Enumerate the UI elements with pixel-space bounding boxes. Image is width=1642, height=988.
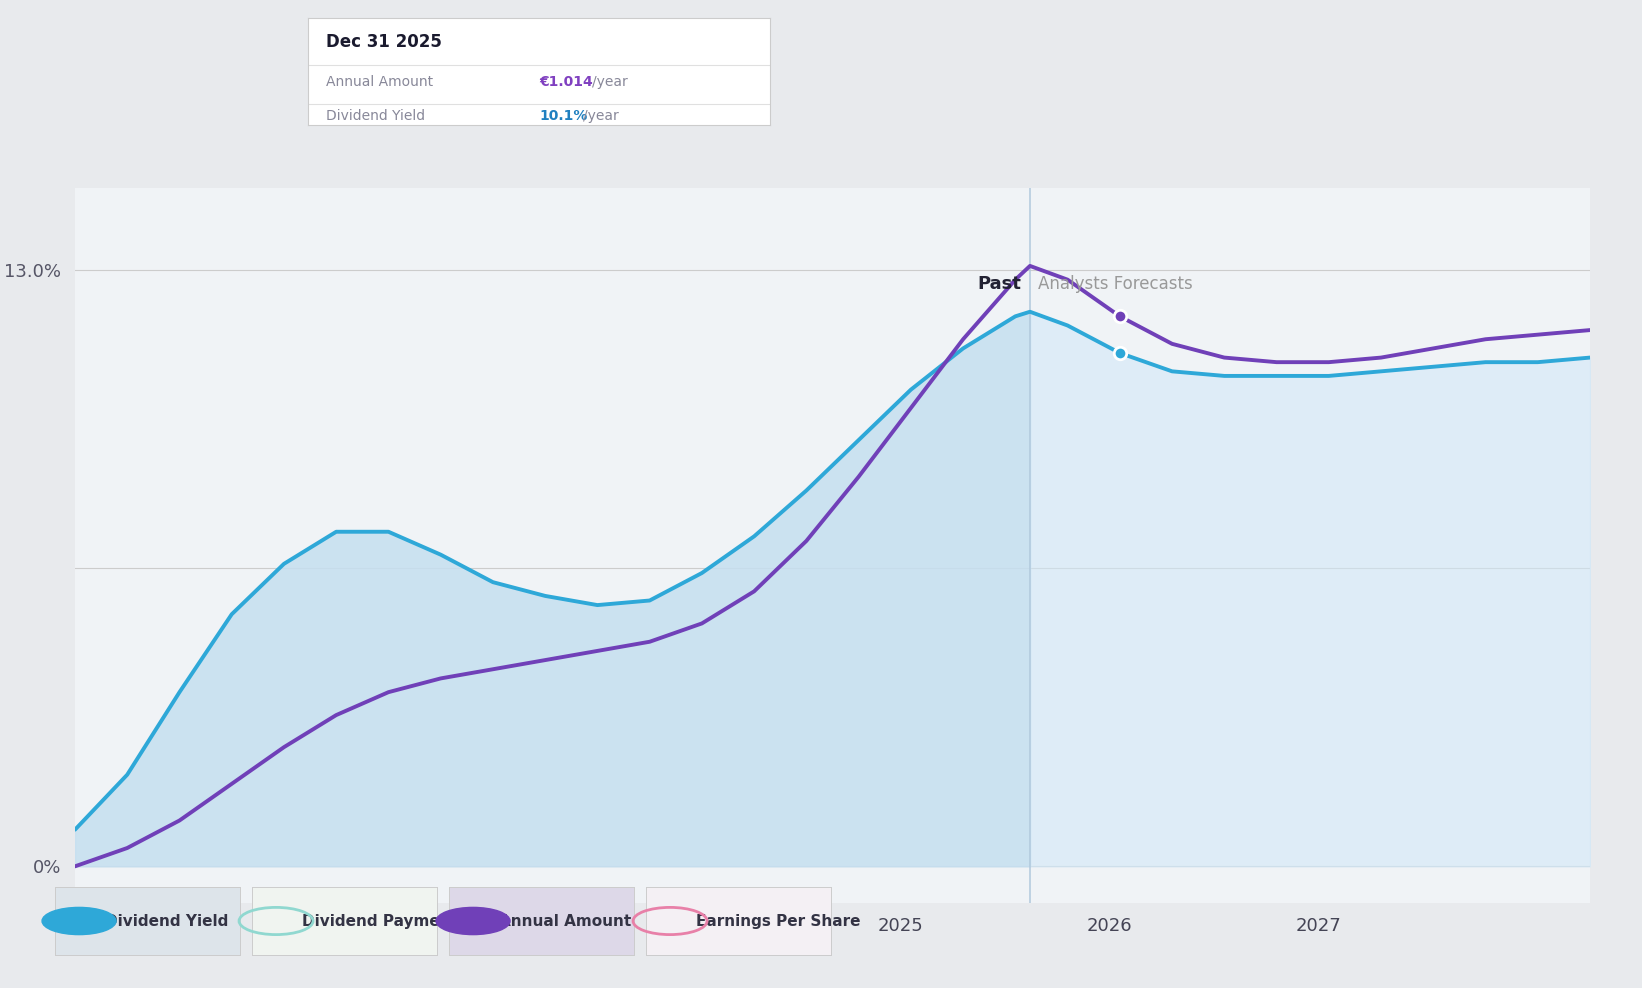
Text: Past: Past xyxy=(977,276,1021,293)
Text: Analysts Forecasts: Analysts Forecasts xyxy=(1038,276,1194,293)
Text: Dividend Yield: Dividend Yield xyxy=(105,914,228,929)
Text: Annual Amount: Annual Amount xyxy=(499,914,631,929)
Text: /year: /year xyxy=(593,75,627,89)
Circle shape xyxy=(43,907,117,935)
Circle shape xyxy=(437,907,511,935)
Text: Dividend Yield: Dividend Yield xyxy=(327,110,425,124)
Text: Annual Amount: Annual Amount xyxy=(327,75,433,89)
Text: /year: /year xyxy=(583,110,619,124)
Text: Dividend Payments: Dividend Payments xyxy=(302,914,466,929)
Text: Dec 31 2025: Dec 31 2025 xyxy=(327,33,442,50)
Text: Earnings Per Share: Earnings Per Share xyxy=(696,914,860,929)
Text: €1.014: €1.014 xyxy=(539,75,593,89)
Text: 10.1%: 10.1% xyxy=(539,110,588,124)
